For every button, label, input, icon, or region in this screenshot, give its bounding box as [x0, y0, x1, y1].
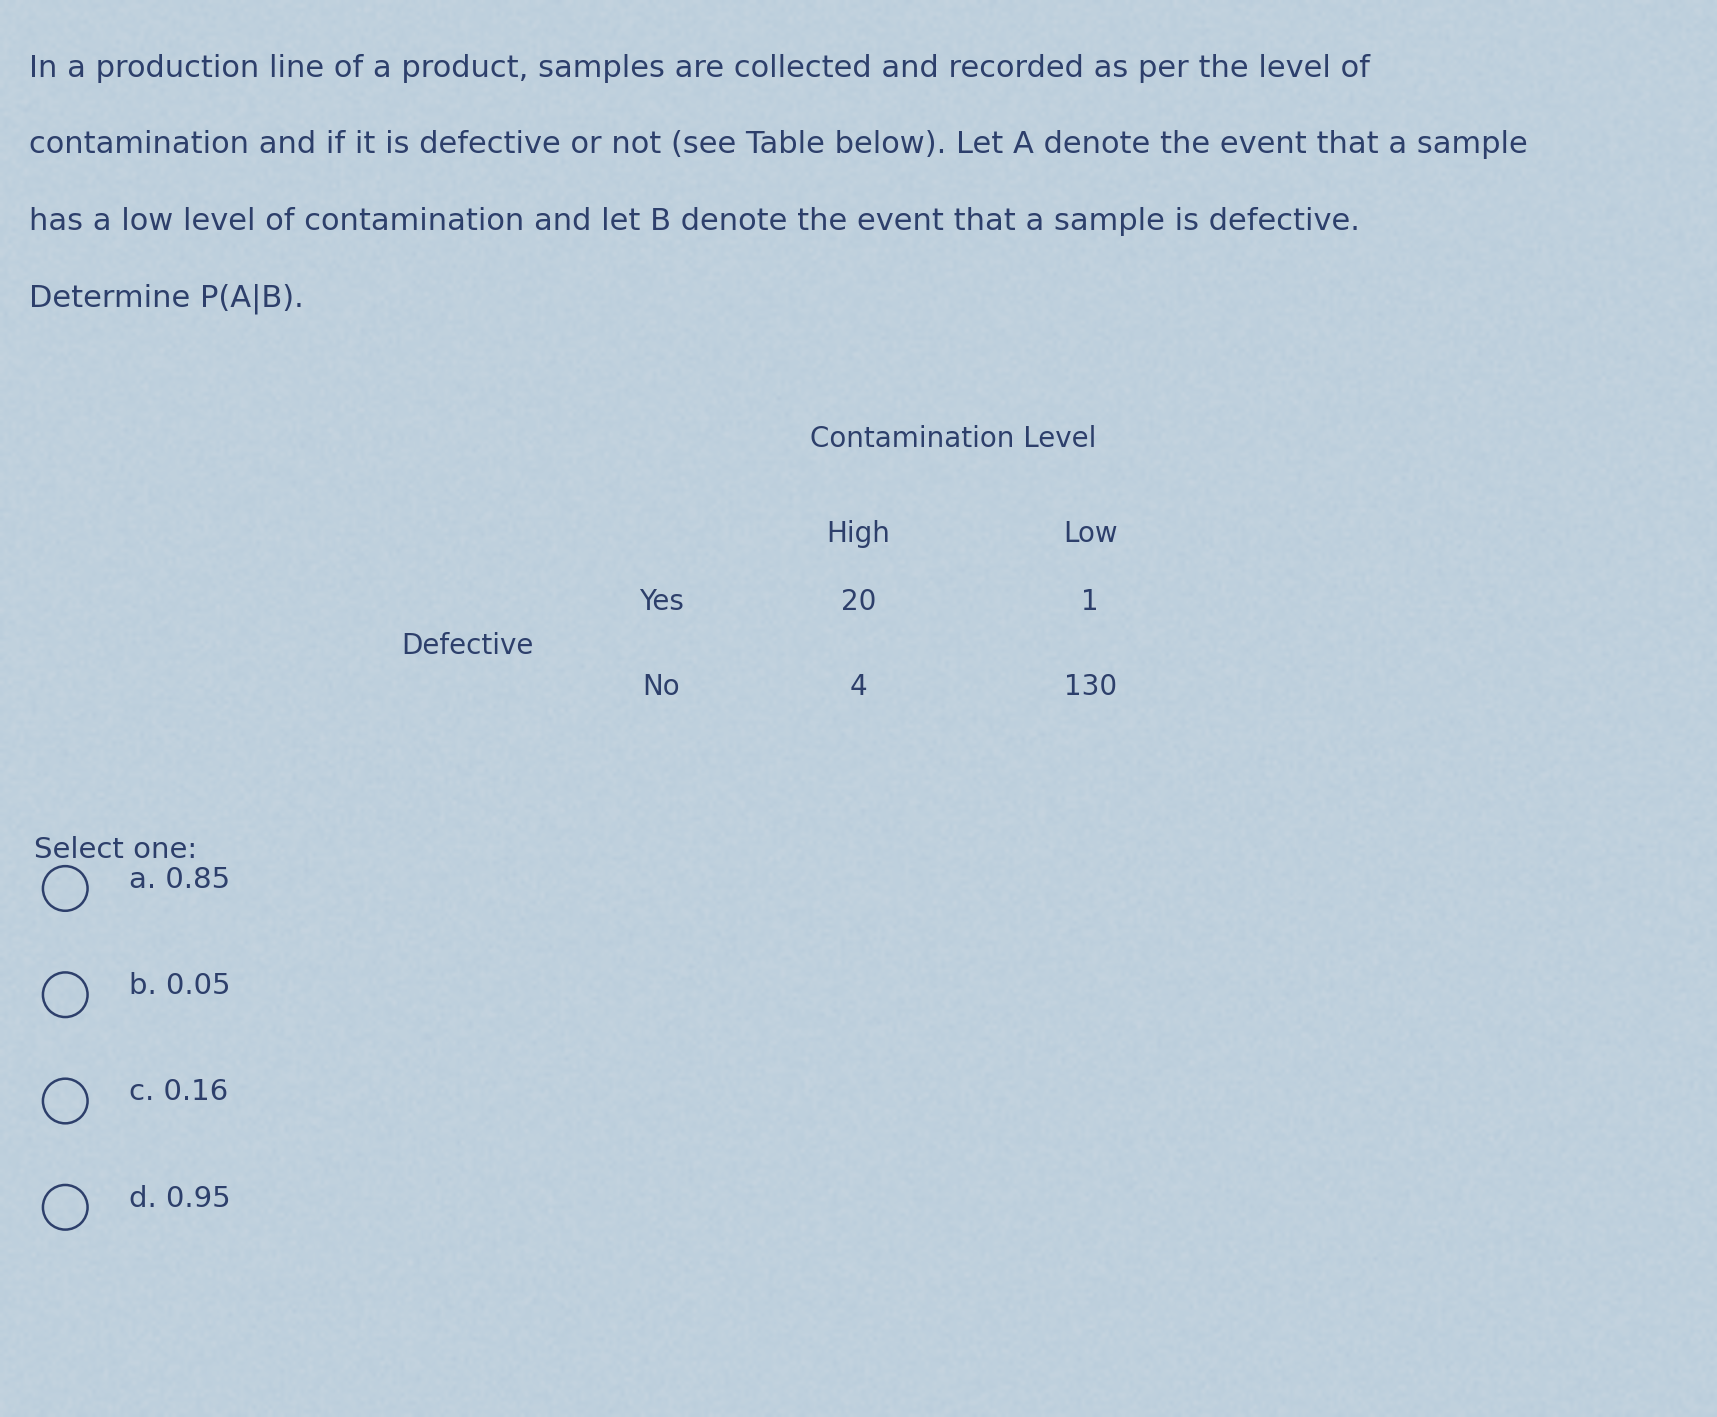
Text: a. 0.85: a. 0.85 [129, 866, 230, 894]
Text: Contamination Level: Contamination Level [810, 425, 1095, 453]
Text: 130: 130 [1065, 673, 1116, 701]
Text: 1: 1 [1082, 588, 1099, 616]
Text: Defective: Defective [400, 632, 534, 660]
Text: c. 0.16: c. 0.16 [129, 1078, 228, 1107]
Text: Yes: Yes [639, 588, 683, 616]
Text: 20: 20 [841, 588, 876, 616]
Text: Select one:: Select one: [34, 836, 197, 864]
Text: No: No [642, 673, 680, 701]
Text: Determine P(A|B).: Determine P(A|B). [29, 283, 304, 315]
Text: Low: Low [1063, 520, 1118, 548]
Text: High: High [826, 520, 891, 548]
Text: In a production line of a product, samples are collected and recorded as per the: In a production line of a product, sampl… [29, 54, 1370, 82]
Text: b. 0.05: b. 0.05 [129, 972, 230, 1000]
Text: contamination and if it is defective or not (see Table below). Let A denote the : contamination and if it is defective or … [29, 130, 1528, 159]
Text: d. 0.95: d. 0.95 [129, 1185, 230, 1213]
Text: has a low level of contamination and let B denote the event that a sample is def: has a low level of contamination and let… [29, 207, 1360, 235]
Text: 4: 4 [850, 673, 867, 701]
